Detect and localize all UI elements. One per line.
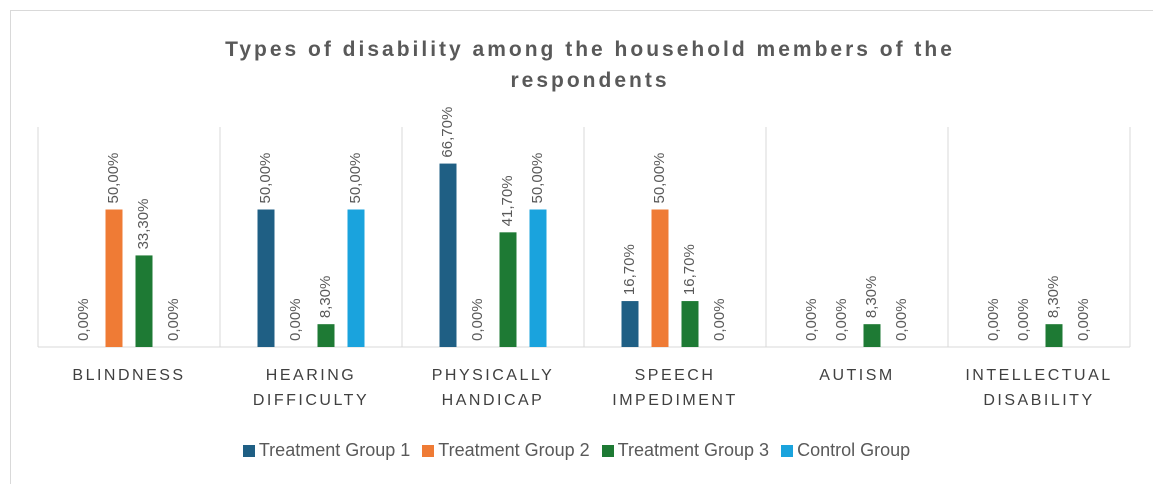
data-label: 0,00%	[803, 298, 820, 341]
data-label: 8,30%	[317, 276, 334, 319]
legend-label: Treatment Group 1	[258, 440, 411, 460]
bar	[257, 209, 275, 347]
data-label: 50,00%	[257, 153, 274, 204]
bar	[681, 301, 699, 347]
x-tick-label: HEARING DIFFICULTY	[252, 367, 370, 409]
x-tick-label: INTELLECTUAL DISABILITY	[965, 367, 1113, 409]
data-label: 50,00%	[347, 153, 364, 204]
data-label: 50,00%	[651, 153, 668, 204]
data-label: 41,70%	[499, 175, 516, 226]
legend-item: Treatment Group 3	[601, 440, 770, 461]
bar	[651, 209, 669, 347]
bar	[499, 232, 517, 347]
legend-swatch	[242, 444, 255, 457]
legend-item: Treatment Group 2	[422, 440, 590, 461]
bar	[863, 324, 881, 347]
bar	[1045, 324, 1063, 347]
legend-label: Control Group	[797, 440, 911, 460]
x-tick-label: AUTISM	[819, 367, 895, 384]
data-label: 0,00%	[287, 298, 304, 341]
data-label: 0,00%	[833, 298, 850, 341]
x-tick-label: BLINDNESS	[72, 367, 186, 384]
legend-swatch	[422, 444, 435, 457]
legend-item: Control Group	[781, 440, 910, 461]
data-label: 0,00%	[1015, 298, 1032, 341]
bar	[529, 209, 547, 347]
bar	[439, 163, 457, 347]
chart-title: Types of disability among the household …	[225, 38, 955, 92]
data-label: 8,30%	[1045, 276, 1062, 319]
legend: Treatment Group 1 Treatment Group 2 Treatm…	[0, 440, 1153, 461]
data-label: 0,00%	[985, 298, 1002, 341]
bar	[105, 209, 123, 347]
data-label: 33,30%	[135, 199, 152, 250]
data-label: 0,00%	[711, 298, 728, 341]
data-label: 8,30%	[863, 276, 880, 319]
legend-label: Treatment Group 2	[438, 440, 590, 460]
data-label: 16,70%	[621, 244, 638, 295]
bar	[621, 301, 639, 347]
legend-item: Treatment Group 1	[242, 440, 411, 461]
legend-swatch	[601, 444, 614, 457]
data-label: 16,70%	[681, 244, 698, 295]
data-label: 0,00%	[469, 298, 486, 341]
data-label: 66,70%	[439, 107, 456, 158]
data-label: 0,00%	[165, 298, 182, 341]
x-tick-label: SPEECH IMPEDIMENT	[612, 367, 738, 409]
data-label: 0,00%	[893, 298, 910, 341]
bar	[317, 324, 335, 347]
data-label: 50,00%	[529, 153, 546, 204]
data-label: 0,00%	[75, 298, 92, 341]
x-tick-label: PHYSICALLY HANDICAP	[431, 367, 555, 409]
chart-border	[10, 10, 1153, 484]
bar	[135, 255, 153, 347]
data-label: 0,00%	[1075, 298, 1092, 341]
legend-swatch	[781, 444, 794, 457]
data-label: 50,00%	[105, 153, 122, 204]
bar	[347, 209, 365, 347]
legend-label: Treatment Group 3	[617, 440, 770, 460]
